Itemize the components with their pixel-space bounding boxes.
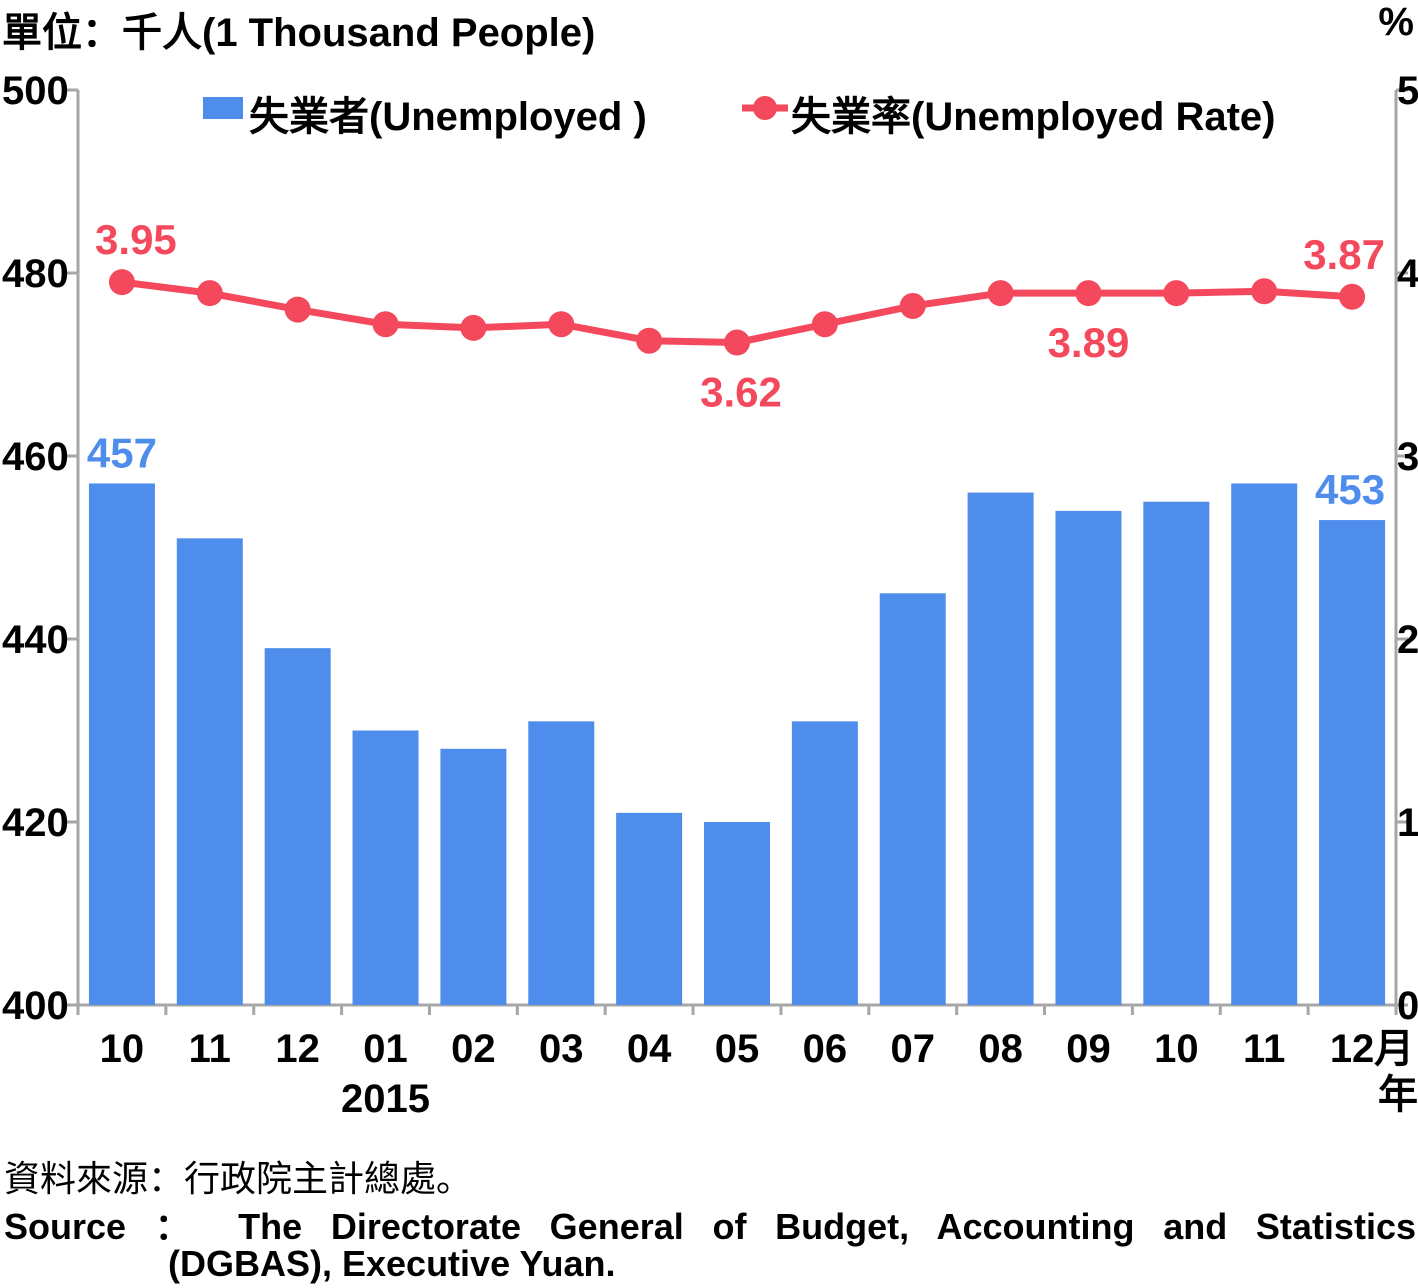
bar-unemployed [1143,501,1210,1005]
data-label: 457 [87,429,157,476]
rate-point [987,280,1014,307]
rate-point [899,292,926,319]
data-label: 3.89 [1048,319,1130,366]
source-chinese: 資料來源：行政院主計總處。 [4,1158,473,1199]
bar-unemployed [1055,510,1122,1005]
data-label: 3.95 [95,216,177,263]
x-tick-label: 05 [715,1027,760,1071]
data-label: 3.62 [700,369,782,416]
bar-unemployed [616,812,683,1005]
x-year-label: 2015 [341,1077,430,1121]
right-tick-label: 4 [1397,252,1418,296]
x-tick-label: 11 [189,1027,231,1071]
right-tick-label: 2 [1397,618,1418,662]
right-tick-label: 1 [1397,801,1418,845]
rate-point [724,329,750,356]
bar-unemployed [704,822,770,1005]
x-tick-label: 10 [100,1027,145,1071]
legend-swatch-unemployed [203,97,243,119]
rate-point [636,327,663,354]
right-tick-label: 0 [1397,984,1418,1028]
x-tick-label: 08 [978,1027,1023,1071]
left-tick-label: 420 [2,801,69,845]
left-tick-label: 460 [2,435,69,479]
x-tick-label: 11 [1243,1027,1285,1071]
rate-point [108,269,135,296]
left-tick-label: 500 [2,69,69,113]
rate-point [1251,278,1278,305]
legend-label-rate: 失業率(Unemployed Rate) [791,95,1276,139]
x-tick-label: 09 [1066,1027,1111,1071]
source-english-line2: (DGBAS), Executive Yuan. [168,1243,616,1284]
left-tick-label: 480 [2,252,69,296]
x-tick-label: 03 [539,1027,584,1071]
rate-point [548,311,575,338]
x-tick-label: 07 [890,1027,935,1071]
rate-point [196,280,223,307]
bar-unemployed [1319,520,1386,1005]
right-tick-label: 3 [1397,435,1418,479]
x-tick-label: 12 [1330,1027,1375,1071]
bar-unemployed [1231,483,1298,1005]
left-axis-unit-label: 單位：千人(1 Thousand People) [2,11,596,55]
x-tick-label: 04 [627,1027,672,1071]
bar-unemployed [176,538,243,1005]
right-tick-label: 5 [1397,69,1418,113]
bar-unemployed [791,721,858,1005]
left-tick-label: 440 [2,618,69,662]
bar-unemployed [264,648,331,1005]
bar-unemployed [440,748,507,1005]
bar-unemployed [352,730,419,1005]
x-tick-label: 02 [451,1027,496,1071]
legend-label-unemployed: 失業者(Unemployed ) [249,95,647,139]
bar-unemployed [967,492,1034,1006]
data-label: 453 [1315,466,1385,513]
legend-swatch-rate-marker [753,96,777,120]
rate-point [811,311,838,338]
right-axis-unit-label: % [1378,0,1414,44]
rate-point [460,314,487,341]
source-english-line1: Source ： The Directorate General of Budg… [4,1206,1416,1247]
rate-point [1075,280,1102,307]
rate-point [1339,283,1366,310]
x-tick-label: 10 [1154,1027,1199,1071]
x-tick-label: 06 [803,1027,848,1071]
bar-unemployed [88,483,155,1005]
data-label: 3.87 [1303,231,1385,278]
x-month-suffix: 月 [1374,1027,1414,1071]
bar-unemployed [879,593,946,1005]
x-tick-label: 12 [275,1027,320,1071]
x-year-suffix: 年 [1378,1073,1418,1117]
rate-point [284,296,311,323]
left-tick-label: 400 [2,984,69,1028]
x-tick-label: 01 [363,1027,408,1071]
rate-point [372,311,399,338]
bar-unemployed [528,721,595,1005]
rate-point [1163,280,1190,307]
